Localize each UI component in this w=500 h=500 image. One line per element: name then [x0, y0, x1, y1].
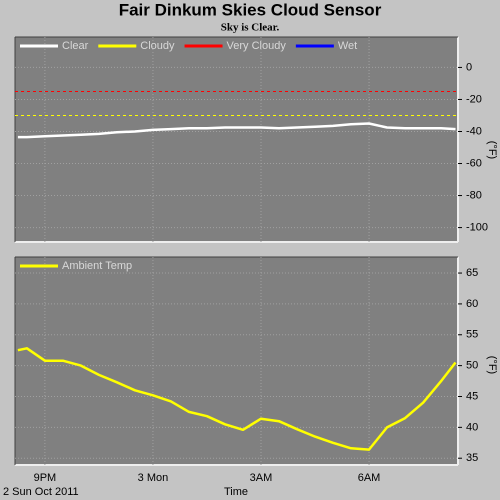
y-tick-label: 55 [466, 329, 478, 341]
y-tick-label: 40 [466, 421, 478, 433]
y-tick-label: -20 [466, 93, 482, 105]
y-axis-label: (°F) [486, 141, 498, 159]
legend-label: Wet [338, 40, 357, 52]
x-tick-label: 3AM [250, 472, 273, 484]
y-tick-label: 65 [466, 267, 478, 279]
chart-subtitle: Sky is Clear. [221, 22, 280, 34]
y-tick-label: 60 [466, 298, 478, 310]
x-tick-label: 3 Mon [138, 472, 169, 484]
x-tick-label: 6AM [358, 472, 381, 484]
x-tick-label: 9PM [34, 472, 57, 484]
data-line [17, 122, 456, 139]
y-axis-label: (°F) [486, 356, 498, 374]
legend-label: Very Cloudy [227, 40, 287, 52]
chart-title: Fair Dinkum Skies Cloud Sensor [119, 0, 382, 19]
y-tick-label: -80 [466, 189, 482, 201]
legend-label: Ambient Temp [62, 260, 132, 272]
y-tick-label: -60 [466, 157, 482, 169]
y-tick-label: 45 [466, 390, 478, 402]
x-axis-label: Time [224, 486, 248, 498]
y-tick-label: -40 [466, 125, 482, 137]
data-line [17, 347, 457, 451]
legend-label: Clear [62, 40, 89, 52]
y-tick-label: 50 [466, 360, 478, 372]
legend-label: Cloudy [140, 40, 175, 52]
y-tick-label: 35 [466, 452, 478, 464]
plot-area [15, 257, 458, 465]
date-label: 2 Sun Oct 2011 [3, 486, 79, 498]
y-tick-label: -100 [466, 221, 488, 233]
y-tick-label: 0 [466, 61, 472, 73]
plot-area [15, 37, 458, 242]
